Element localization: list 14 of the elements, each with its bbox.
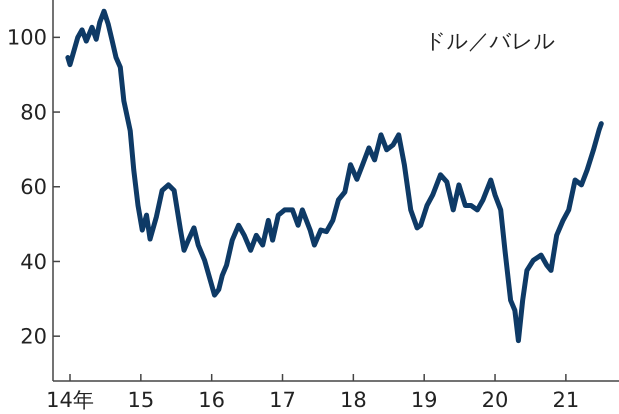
y-tick-label: 100 (6, 26, 47, 50)
y-tick-label: 20 (20, 324, 47, 349)
x-tick-label: 14年 (46, 388, 94, 412)
x-tick-label: 15 (127, 388, 154, 412)
x-tick-label: 18 (340, 388, 367, 412)
x-tick-label: 19 (410, 388, 438, 412)
x-tick-label: 21 (552, 388, 580, 412)
x-tick-label: 16 (198, 388, 226, 412)
y-tick-label: 60 (20, 175, 47, 200)
x-tick-label: 17 (269, 388, 296, 412)
y-tick-label: 80 (20, 100, 47, 124)
y-tick-label: 40 (20, 250, 47, 274)
x-tick-label: 20 (482, 388, 508, 412)
y-axis-title: ドル／バレル (424, 29, 556, 53)
